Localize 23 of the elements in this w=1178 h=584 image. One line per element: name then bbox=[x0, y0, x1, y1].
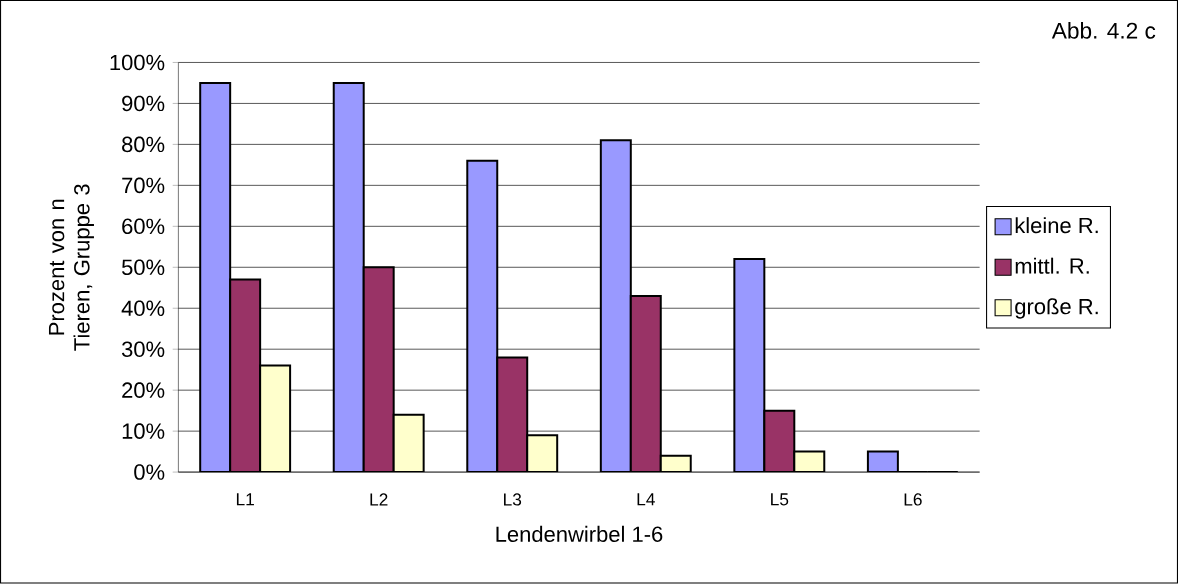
legend-label: kleine R. bbox=[1015, 217, 1098, 234]
legend-label: große R. bbox=[1015, 298, 1098, 319]
y-tick-label: 90% bbox=[122, 95, 165, 112]
caption: Abb. 4.2 c bbox=[1051, 22, 1156, 39]
x-tick-label: L6 bbox=[904, 493, 922, 506]
x-tick-label: L4 bbox=[637, 493, 655, 506]
y-tick-label: 0% bbox=[134, 464, 165, 481]
y-tick-label: 10% bbox=[122, 423, 165, 440]
y-tick-label: 60% bbox=[122, 218, 165, 235]
y-tick-label: 80% bbox=[122, 136, 165, 153]
x-tick-label: L1 bbox=[236, 493, 254, 506]
x-tick-label: L5 bbox=[771, 493, 789, 506]
y-tick-label: 30% bbox=[121, 341, 165, 358]
y-tick-label: 50% bbox=[121, 259, 165, 276]
y-tick-label: 20% bbox=[122, 382, 165, 399]
x-tick-label: L2 bbox=[370, 493, 388, 506]
x-axis-title: Lendenwirbel 1-6 bbox=[496, 526, 663, 543]
y-tick-label: 70% bbox=[122, 177, 165, 194]
y-tick-label: 100% bbox=[110, 54, 165, 71]
x-tick-label: L3 bbox=[504, 493, 522, 506]
legend-label: mittl. R. bbox=[1015, 257, 1089, 274]
y-tick-label: 40% bbox=[121, 300, 165, 317]
y-axis-title: Prozent von n Tieren, Gruppe 3 bbox=[48, 184, 94, 351]
